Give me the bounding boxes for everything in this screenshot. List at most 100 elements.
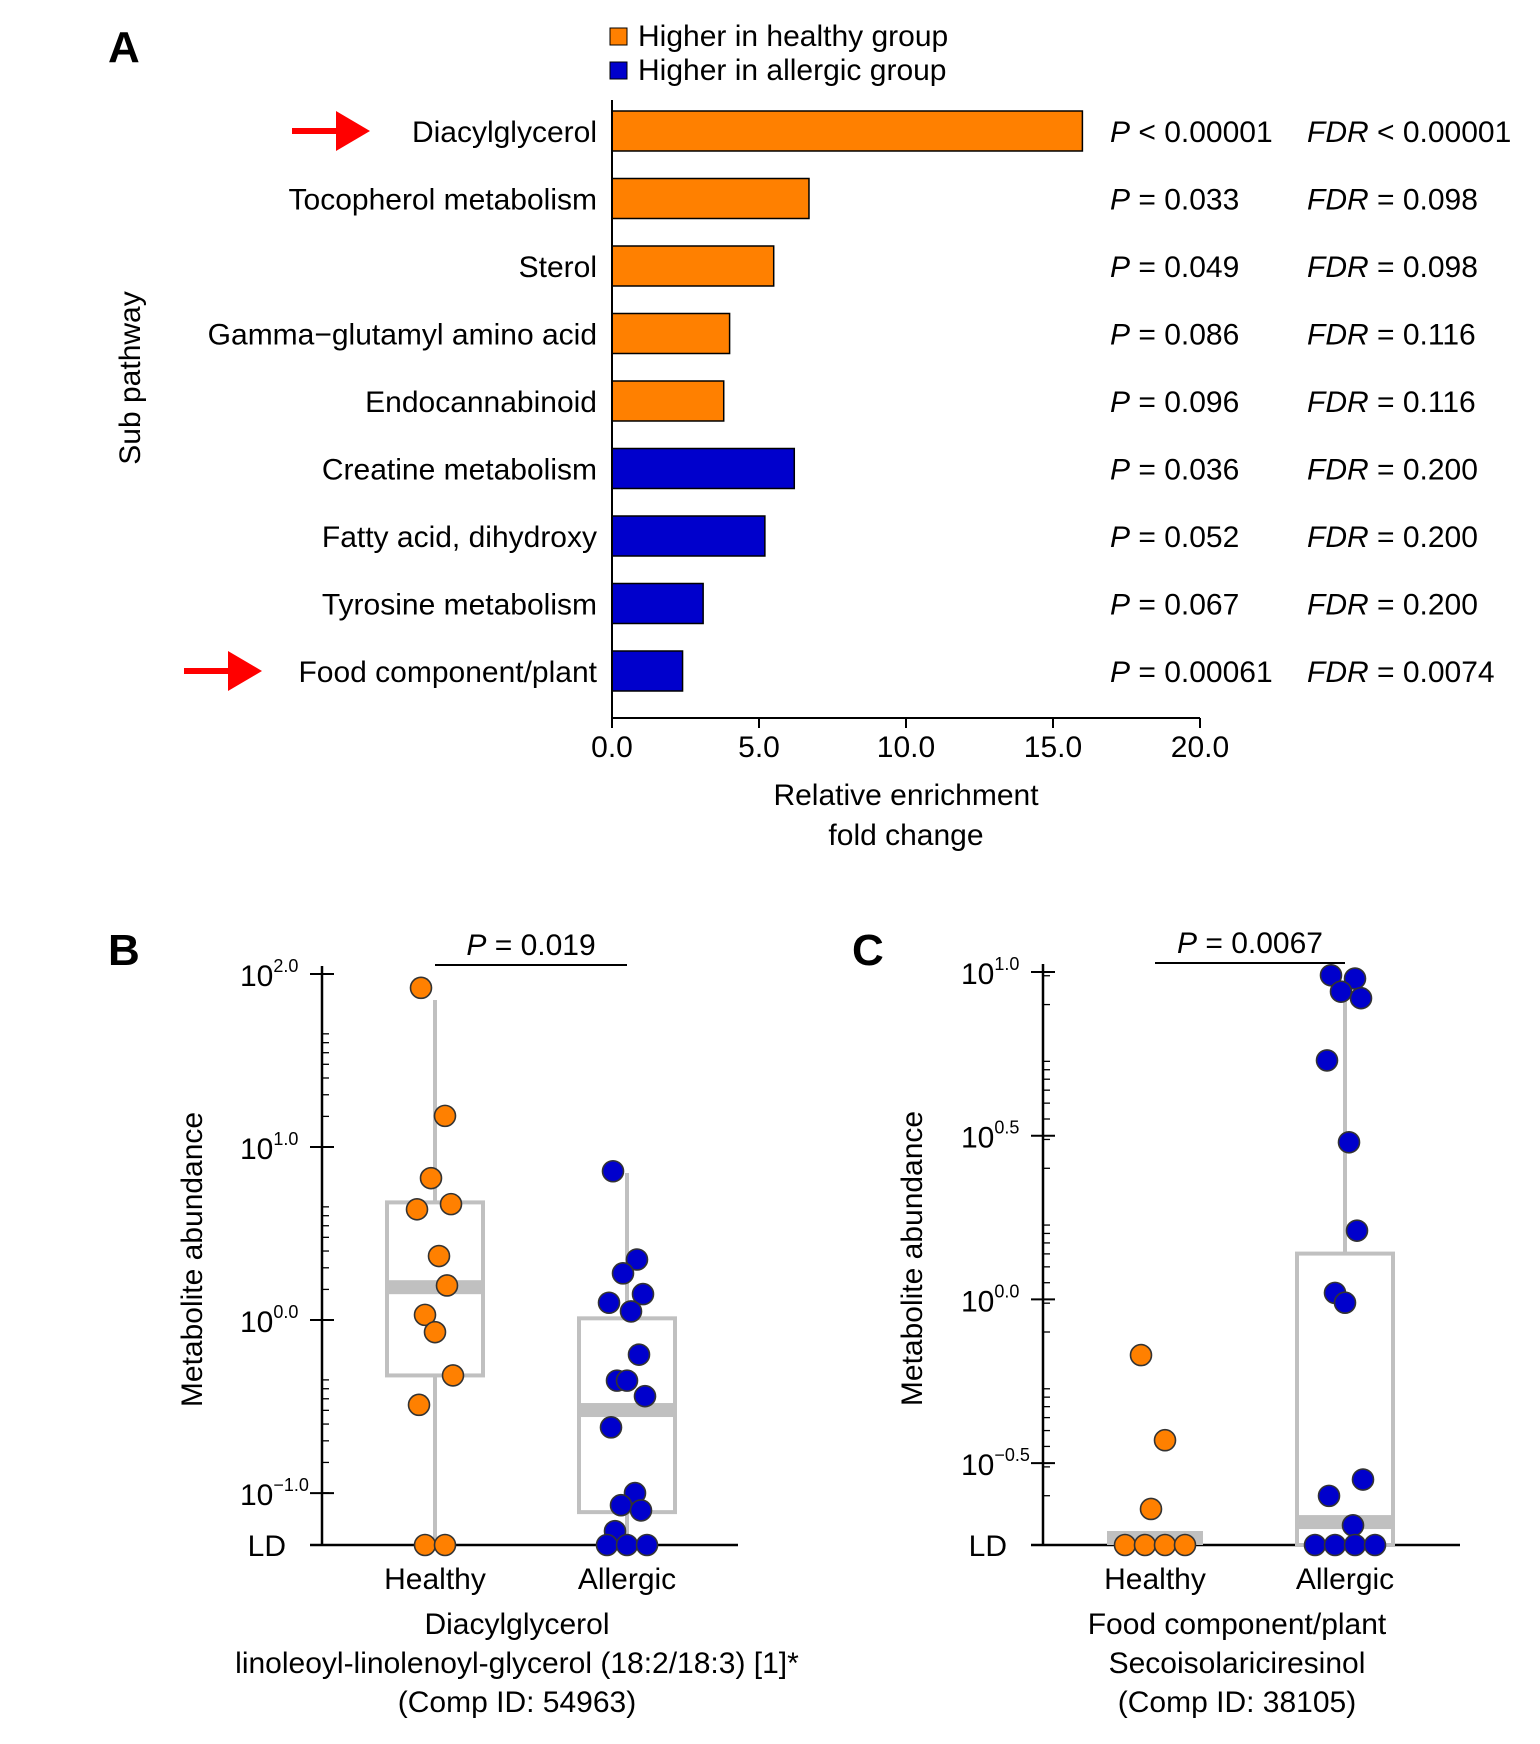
x-axis-title-a-1: fold change <box>828 819 983 852</box>
p-symbol: P <box>466 929 486 962</box>
tick-exponent: 2.0 <box>273 956 298 976</box>
y-axis-title-a: Sub pathway <box>114 291 147 464</box>
data-point <box>427 1244 451 1268</box>
bar-3 <box>611 312 731 355</box>
median-bar <box>387 1280 483 1295</box>
tick-exponent: −1.0 <box>273 1475 309 1495</box>
fdr-value-4: FDR = 0.116 <box>1307 386 1476 419</box>
category-label-6: Fatty acid, dihydroxy <box>322 521 597 554</box>
category-label-4: Endocannabinoid <box>365 386 597 419</box>
p-symbol: P <box>1110 116 1130 149</box>
data-point <box>615 1533 639 1557</box>
data-point <box>597 1291 621 1315</box>
p-value-text: = 0.052 <box>1130 521 1239 554</box>
fdr-symbol: FDR <box>1307 521 1369 554</box>
p-symbol: P <box>1110 454 1130 487</box>
y-tick-label-c-0: 101.0 <box>961 954 1019 991</box>
y-tick-label-b-2: 100.0 <box>240 1302 298 1339</box>
caption-c-1: Secoisolariciresinol <box>1109 1647 1366 1680</box>
p-symbol: P <box>1110 521 1130 554</box>
y-tick-label-b-1: 101.0 <box>240 1129 298 1166</box>
tick-exponent: 1.0 <box>994 954 1019 974</box>
tick-base: 10 <box>240 960 273 993</box>
bar-0 <box>611 110 1084 152</box>
significance-p-c: P = 0.0067 <box>1177 927 1323 960</box>
data-point <box>1341 1514 1365 1537</box>
tick-base: 10 <box>961 1122 994 1155</box>
data-point <box>633 1384 657 1408</box>
y-tick-label-b-3: 10−1.0 <box>240 1475 309 1512</box>
caption-c-2: (Comp ID: 38105) <box>1118 1686 1356 1719</box>
fdr-value-6: FDR = 0.200 <box>1307 521 1478 554</box>
data-point <box>1345 1219 1369 1242</box>
p-value-text: = 0.0067 <box>1197 927 1323 960</box>
fdr-value-text: < 0.00001 <box>1369 116 1512 149</box>
fdr-symbol: FDR <box>1307 589 1369 622</box>
data-point <box>1303 1533 1327 1557</box>
y-tick-label-c-3: 10−0.5 <box>961 1445 1030 1482</box>
tick-exponent: 1.0 <box>273 1129 298 1149</box>
p-value-text: = 0.096 <box>1130 386 1239 419</box>
p-value-2: P = 0.049 <box>1110 251 1239 284</box>
data-point <box>439 1192 463 1216</box>
x-tick-label-a-4: 20.0 <box>1171 731 1229 764</box>
data-point <box>635 1533 659 1557</box>
p-value-8: P = 0.00061 <box>1110 656 1273 689</box>
data-point <box>615 1369 639 1392</box>
tick-exponent: 0.0 <box>273 1302 298 1322</box>
p-symbol: P <box>1110 589 1130 622</box>
fdr-value-7: FDR = 0.200 <box>1307 589 1478 622</box>
significance-p-b: P = 0.019 <box>466 929 595 962</box>
fdr-value-0: FDR < 0.00001 <box>1307 116 1511 149</box>
data-point <box>433 1533 457 1557</box>
tick-base: 10 <box>961 1285 994 1318</box>
highlight-arrow-8 <box>184 651 262 691</box>
data-point <box>599 1416 623 1439</box>
bar-4 <box>611 380 725 422</box>
p-value-text: < 0.00001 <box>1130 116 1273 149</box>
tick-base: 10 <box>240 1306 273 1339</box>
fdr-value-text: = 0.200 <box>1369 521 1478 554</box>
legend-label-healthy: Higher in healthy group <box>638 20 948 53</box>
data-point <box>619 1300 643 1323</box>
p-value-text: = 0.033 <box>1130 184 1239 217</box>
arrow-head <box>336 111 370 151</box>
data-point <box>423 1320 447 1344</box>
panel-label-b: B <box>108 926 140 975</box>
p-value-6: P = 0.052 <box>1110 521 1239 554</box>
data-point <box>1333 1291 1357 1315</box>
legend-label-allergic: Higher in allergic group <box>638 54 947 87</box>
fdr-symbol: FDR <box>1307 386 1369 419</box>
data-point <box>409 976 433 1000</box>
series-b-healthy <box>385 976 485 1557</box>
data-point <box>1319 963 1343 987</box>
data-point <box>1349 986 1373 1010</box>
data-point <box>419 1166 443 1190</box>
fdr-symbol: FDR <box>1307 656 1369 689</box>
tick-base: 10 <box>240 1479 273 1512</box>
y-axis-title-c: Metabolite abundance <box>896 1111 929 1406</box>
data-point <box>435 1274 459 1297</box>
data-point <box>1351 1468 1375 1491</box>
category-label-0: Diacylglycerol <box>412 116 597 149</box>
y-tick-label-c-2: 100.0 <box>961 1281 1019 1318</box>
caption-b-1: linoleoyl-linolenoyl-glycerol (18:2/18:3… <box>235 1647 799 1680</box>
p-symbol: P <box>1110 251 1130 284</box>
series-b-allergic <box>577 1159 677 1557</box>
panel-label-a: A <box>108 23 140 72</box>
category-label-1: Tocopherol metabolism <box>289 184 597 217</box>
fdr-value-2: FDR = 0.098 <box>1307 251 1478 284</box>
fdr-value-text: = 0.098 <box>1369 251 1478 284</box>
x-axis-title-a-0: Relative enrichment <box>773 779 1039 812</box>
p-symbol: P <box>1110 386 1130 419</box>
category-label-5: Creatine metabolism <box>322 454 597 487</box>
y-axis-title-b: Metabolite abundance <box>176 1112 209 1407</box>
arrow-head <box>228 651 262 691</box>
x-category-label-c-0: Healthy <box>1104 1563 1206 1596</box>
p-value-text: = 0.019 <box>486 929 595 962</box>
data-point <box>1113 1533 1137 1557</box>
data-point <box>407 1393 431 1417</box>
caption-c-0: Food component/plant <box>1088 1608 1387 1641</box>
fdr-symbol: FDR <box>1307 319 1369 352</box>
